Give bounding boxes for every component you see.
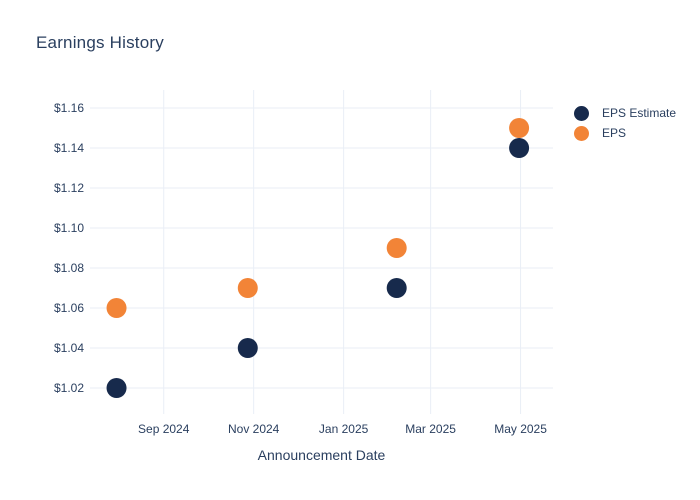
- legend-item-eps-estimate[interactable]: EPS Estimate: [574, 103, 676, 123]
- eps-estimate-point[interactable]: [386, 278, 407, 298]
- y-tick-label: $1.06: [54, 301, 84, 315]
- eps-point[interactable]: [386, 238, 407, 258]
- chart-legend: EPS Estimate EPS: [574, 103, 676, 143]
- legend-label-eps-estimate: EPS Estimate: [602, 106, 677, 120]
- eps-estimate-point[interactable]: [106, 378, 127, 398]
- eps-estimate-legend-marker-icon: [574, 105, 589, 121]
- x-tick-label: Jan 2025: [319, 422, 369, 436]
- y-tick-label: $1.14: [54, 141, 84, 155]
- x-tick-label: Sep 2024: [138, 422, 190, 436]
- eps-point[interactable]: [106, 298, 127, 318]
- y-tick-label: $1.04: [54, 341, 84, 355]
- y-tick-label: $1.10: [54, 221, 84, 235]
- y-tick-label: $1.12: [54, 181, 84, 195]
- y-tick-label: $1.16: [54, 101, 84, 115]
- y-tick-label: $1.08: [54, 261, 84, 275]
- eps-estimate-point[interactable]: [509, 138, 530, 158]
- x-axis-title: Announcement Date: [258, 447, 386, 463]
- x-tick-label: Nov 2024: [228, 422, 280, 436]
- eps-point[interactable]: [237, 278, 258, 298]
- legend-item-eps[interactable]: EPS: [574, 123, 676, 143]
- eps-legend-marker-icon: [574, 125, 589, 141]
- chart-title: Earnings History: [36, 33, 164, 52]
- eps-estimate-point[interactable]: [237, 338, 258, 358]
- y-tick-label: $1.02: [54, 381, 84, 395]
- eps-point[interactable]: [509, 118, 530, 138]
- x-tick-label: May 2025: [494, 422, 547, 436]
- legend-label-eps: EPS: [602, 126, 627, 140]
- x-tick-label: Mar 2025: [405, 422, 456, 436]
